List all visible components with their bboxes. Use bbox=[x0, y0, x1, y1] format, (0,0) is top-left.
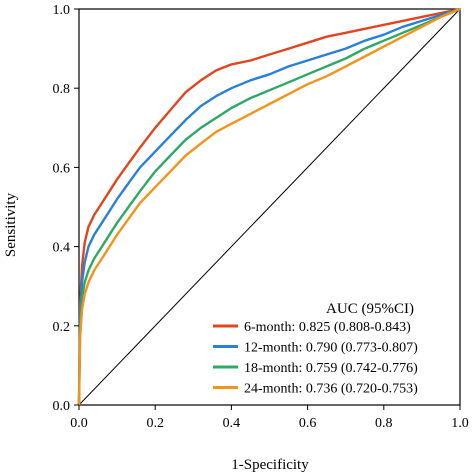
x-tick-label: 0.0 bbox=[70, 416, 88, 431]
legend-entry-0: 6-month: 0.825 (0.808-0.843) bbox=[244, 320, 411, 335]
x-tick-label: 0.6 bbox=[299, 416, 317, 431]
legend-entry-3: 24-month: 0.736 (0.720-0.753) bbox=[244, 382, 418, 397]
plot-frame bbox=[78, 8, 461, 406]
x-tick-label: 0.4 bbox=[223, 416, 241, 431]
x-tick-label: 0.8 bbox=[375, 416, 393, 431]
x-tick-label: 1.0 bbox=[451, 416, 469, 431]
legend: AUC (95%CI) 6-month: 0.825 (0.808-0.843)… bbox=[213, 301, 418, 397]
legend-entry-2: 18-month: 0.759 (0.742-0.776) bbox=[244, 361, 418, 376]
plot-area bbox=[77, 7, 461, 406]
reference-diagonal-line bbox=[78, 8, 461, 406]
legend-title: AUC (95%CI) bbox=[326, 301, 414, 317]
y-tick-label: 1.0 bbox=[53, 3, 71, 18]
y-tick-label: 0.8 bbox=[53, 82, 71, 97]
roc-curve-0 bbox=[77, 7, 461, 406]
x-tick-label: 0.2 bbox=[146, 416, 164, 431]
roc-curve-3 bbox=[77, 7, 461, 406]
y-tick-label: 0.2 bbox=[53, 320, 71, 335]
y-axis-ticks: 0.0 0.2 0.4 0.6 0.8 1.0 bbox=[53, 3, 79, 414]
roc-curve-2 bbox=[77, 7, 461, 406]
y-tick-label: 0.0 bbox=[53, 399, 71, 414]
y-tick-label: 0.4 bbox=[53, 241, 71, 256]
x-axis-label: 1-Specificity bbox=[231, 457, 309, 473]
y-tick-label: 0.6 bbox=[53, 161, 71, 176]
y-axis-label: Sensitivity bbox=[3, 192, 19, 257]
legend-entry-1: 12-month: 0.790 (0.773-0.807) bbox=[244, 341, 418, 356]
roc-curve-1 bbox=[77, 7, 461, 406]
x-axis-ticks: 0.0 0.2 0.4 0.6 0.8 1.0 bbox=[70, 405, 469, 431]
